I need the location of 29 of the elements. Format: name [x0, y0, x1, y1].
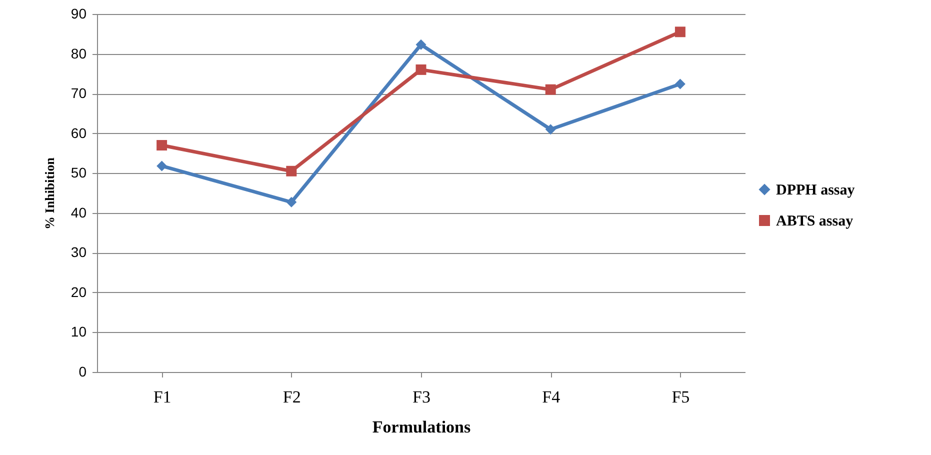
y-tick-label: 60 [70, 124, 87, 141]
point [286, 196, 297, 208]
x-tick-label: F5 [672, 388, 690, 406]
point [674, 78, 686, 90]
point [674, 26, 686, 38]
x-tick-label: F4 [542, 388, 561, 406]
point [545, 124, 556, 135]
y-axis-title: % Inhibition [42, 156, 57, 230]
point [416, 39, 426, 50]
x-axis-title: Formulations [372, 418, 471, 436]
y-tick-label: 10 [70, 324, 87, 340]
y-tick-label: 40 [70, 204, 87, 220]
x-tick-label: F1 [153, 388, 172, 406]
point [545, 84, 556, 95]
point [156, 160, 168, 172]
y-tick-label: 90 [70, 6, 87, 22]
x-tick-label: F3 [412, 388, 430, 406]
point [416, 64, 426, 75]
legend-label: ABTS assay [776, 214, 854, 230]
x-tick-label: F2 [282, 388, 301, 406]
y-tick-label: 20 [70, 284, 87, 300]
y-tick-label: 30 [70, 244, 87, 260]
y-tick-label: 50 [70, 164, 87, 181]
point [156, 140, 168, 151]
y-tick-label: 80 [70, 45, 87, 62]
y-tick-label: 0 [78, 364, 87, 380]
y-tick-label: 70 [70, 85, 87, 102]
point [286, 166, 297, 176]
legend-label: DPPH assay [776, 182, 856, 198]
